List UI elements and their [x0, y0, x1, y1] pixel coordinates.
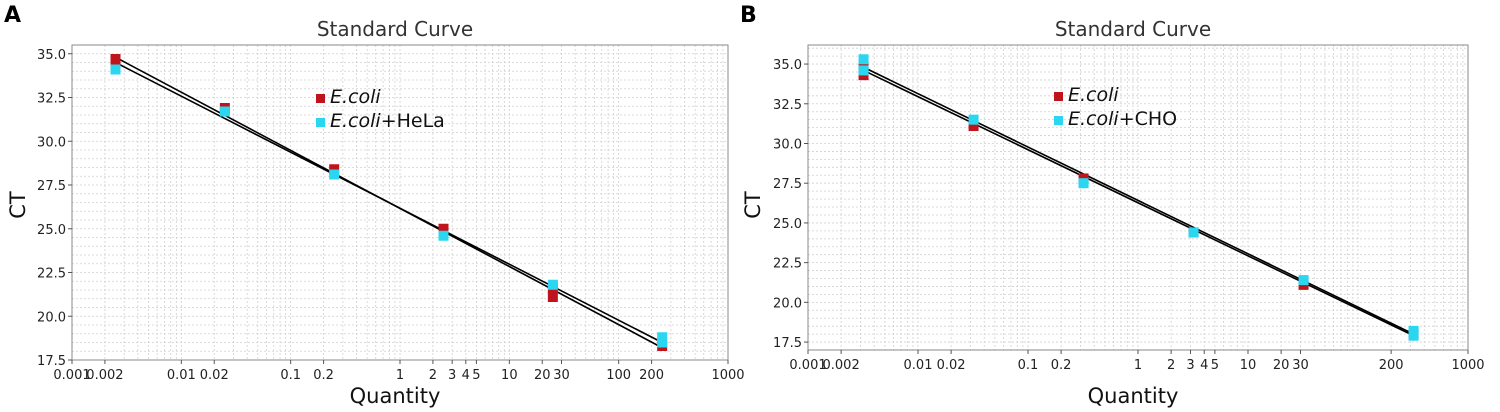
- x-tick-label: 2: [1167, 358, 1175, 373]
- x-tick-label: 3: [1186, 358, 1194, 373]
- x-tick-label: 3: [448, 368, 456, 383]
- grid: [72, 45, 728, 360]
- data-point: [657, 332, 668, 343]
- data-point: [657, 337, 668, 348]
- x-tick-label: 4: [462, 368, 470, 383]
- data-point: [968, 121, 979, 132]
- data-point: [968, 114, 979, 125]
- chart-title: Standard Curve: [317, 17, 473, 41]
- data-point: [1078, 178, 1089, 189]
- x-tick-label: 10: [1240, 358, 1257, 373]
- data-point: [329, 169, 340, 180]
- data-point: [110, 64, 121, 75]
- y-tick-label: 20.0: [37, 310, 66, 325]
- data-point: [438, 223, 449, 234]
- y-tick-label: 17.5: [773, 336, 802, 351]
- legend-entry: E.coli+HeLa: [330, 110, 445, 132]
- legend-entry: E.coli+CHO: [1068, 108, 1177, 130]
- y-tick-label: 25.0: [773, 217, 802, 232]
- x-tick-label: 0.001: [53, 368, 90, 383]
- data-point: [1298, 275, 1309, 286]
- data-point: [329, 164, 340, 175]
- x-tick-label: 30: [1292, 358, 1309, 373]
- y-tick-label: 27.5: [773, 177, 802, 192]
- legend-swatch: [316, 118, 325, 127]
- chart-title: Standard Curve: [1055, 17, 1211, 41]
- x-tick-label: 2: [429, 368, 437, 383]
- x-tick-label: 1: [1134, 358, 1142, 373]
- x-tick-label: 200: [1379, 358, 1404, 373]
- x-tick-label: 0.01: [904, 358, 933, 373]
- y-tick-label: 25.0: [37, 223, 66, 238]
- y-tick-label: 17.5: [37, 354, 66, 369]
- x-axis-label: Quantity: [1088, 384, 1179, 408]
- data-point: [438, 230, 449, 241]
- x-tick-label: 0.001: [789, 358, 826, 373]
- y-tick-label: 22.5: [37, 267, 66, 282]
- x-tick-label: 1000: [1451, 358, 1484, 373]
- fit-line: [863, 66, 1414, 335]
- x-tick-label: 4: [1200, 358, 1208, 373]
- y-tick-label: 32.5: [773, 98, 802, 113]
- data-point: [547, 292, 558, 302]
- y-axis-label: CT: [6, 191, 30, 219]
- x-tick-label: 0.02: [200, 368, 229, 383]
- y-tick-label: 35.0: [773, 58, 802, 73]
- panel-letter: A: [4, 3, 21, 28]
- fit-line: [863, 69, 1414, 337]
- data-point: [858, 65, 869, 76]
- y-tick-label: 30.0: [773, 137, 802, 152]
- panel-letter: B: [740, 3, 757, 28]
- data-point: [110, 59, 121, 70]
- y-tick-label: 27.5: [37, 179, 66, 194]
- legend-entry: E.coli: [330, 86, 381, 108]
- x-tick-label: 0.002: [823, 358, 860, 373]
- x-tick-label: 200: [639, 368, 664, 383]
- y-tick-label: 22.5: [773, 257, 802, 272]
- x-axis-label: Quantity: [350, 384, 441, 408]
- x-tick-label: 0.1: [280, 368, 301, 383]
- x-tick-label: 0.2: [313, 368, 334, 383]
- data-point: [219, 106, 230, 117]
- x-tick-label: 30: [553, 368, 570, 383]
- x-tick-label: 0.002: [86, 368, 123, 383]
- x-tick-label: 20: [534, 368, 551, 383]
- x-tick-label: 0.2: [1051, 358, 1072, 373]
- x-tick-label: 100: [606, 368, 631, 383]
- x-tick-label: 5: [1211, 358, 1219, 373]
- x-tick-label: 20: [1273, 358, 1290, 373]
- legend-entry: E.coli: [1068, 84, 1119, 106]
- data-point: [110, 54, 121, 64]
- data-point: [1188, 227, 1199, 238]
- x-tick-label: 0.02: [937, 358, 966, 373]
- legend-swatch: [1054, 92, 1063, 101]
- x-tick-label: 1000: [711, 368, 744, 383]
- x-tick-label: 0.01: [167, 368, 196, 383]
- data-point: [1408, 330, 1419, 341]
- y-tick-label: 32.5: [37, 92, 66, 107]
- legend-swatch: [316, 94, 325, 103]
- x-tick-label: 1: [396, 368, 404, 383]
- y-axis-label: CT: [741, 191, 765, 219]
- y-tick-label: 30.0: [37, 135, 66, 150]
- grid: [808, 45, 1468, 350]
- data-point: [547, 279, 558, 290]
- x-tick-label: 5: [472, 368, 480, 383]
- data-point: [858, 54, 869, 65]
- y-tick-label: 35.0: [37, 48, 66, 63]
- fit-line: [115, 61, 663, 344]
- x-tick-label: 0.1: [1018, 358, 1039, 373]
- legend-swatch: [1054, 116, 1063, 125]
- y-tick-label: 20.0: [773, 296, 802, 311]
- x-tick-label: 10: [501, 368, 518, 383]
